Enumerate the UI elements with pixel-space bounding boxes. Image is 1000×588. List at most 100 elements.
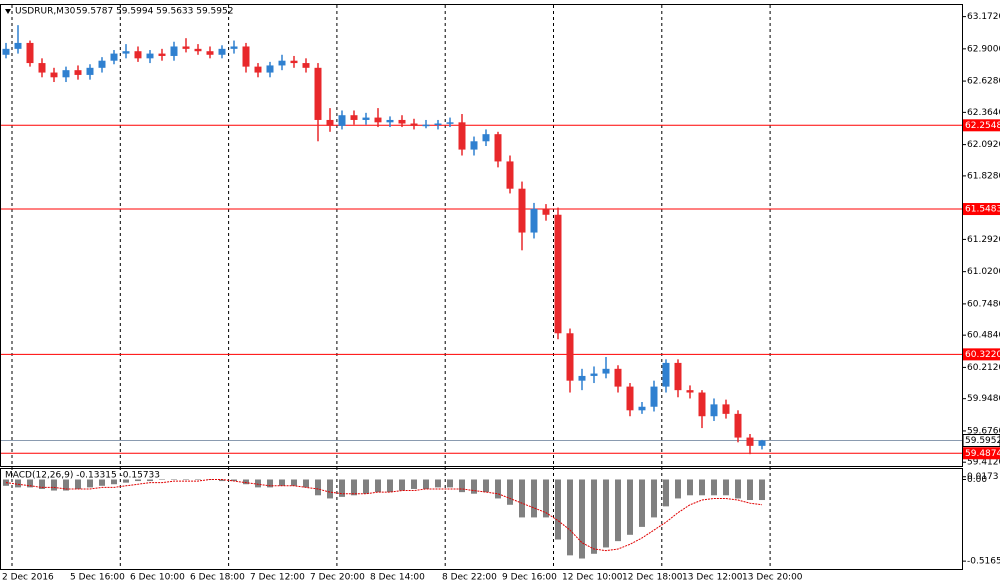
- y-tick-label: 59.4120: [967, 458, 1000, 468]
- macd-panel: [0, 468, 963, 570]
- candle-body: [182, 46, 190, 49]
- candle-body: [362, 117, 370, 120]
- candle-body: [38, 63, 46, 73]
- y-tick-label: 59.6760: [967, 426, 1000, 436]
- macd-bar: [423, 479, 429, 489]
- candle-body: [722, 404, 730, 414]
- candle-body: [98, 60, 106, 68]
- macd-bar: [291, 479, 297, 486]
- macd-bar: [387, 479, 393, 493]
- macd-bar: [567, 479, 573, 556]
- macd-bar: [687, 479, 693, 496]
- macd-bar: [735, 479, 741, 499]
- candle-body: [542, 208, 550, 215]
- x-tick-label: 8 Dec 14:00: [370, 573, 425, 583]
- x-tick-label: 7 Dec 12:00: [250, 573, 305, 583]
- candle-body: [50, 72, 58, 78]
- macd-bar: [279, 479, 285, 486]
- menu-arrow[interactable]: [5, 9, 11, 14]
- y-tick-label: 60.4840: [967, 331, 1000, 341]
- macd-bar: [15, 479, 21, 488]
- candle-body: [626, 386, 634, 411]
- y-tick-label: 0.00: [967, 475, 987, 485]
- candle-body: [578, 375, 586, 381]
- level-label: 60.3220: [965, 350, 1000, 360]
- candle-body: [338, 115, 346, 126]
- y-tick-label: 0.0173: [967, 472, 999, 482]
- macd-bar: [267, 479, 273, 488]
- x-tick-label: 6 Dec 18:00: [190, 573, 245, 583]
- x-tick-label: 2 Dec 2016: [2, 573, 54, 583]
- macd-bar: [699, 479, 705, 496]
- candle-body: [2, 48, 10, 55]
- macd-bar: [315, 479, 321, 496]
- x-tick-label: 5 Dec 16:00: [70, 573, 125, 583]
- x-tick-label: 6 Dec 10:00: [130, 573, 185, 583]
- macd-bar: [495, 479, 501, 499]
- candle-body: [14, 42, 22, 49]
- signal-line: [5, 478, 763, 552]
- macd-bar: [327, 479, 333, 499]
- candle-body: [314, 67, 322, 120]
- macd-bar: [459, 479, 465, 493]
- macd-bar: [39, 479, 45, 489]
- candle-body: [110, 53, 118, 61]
- candle-body: [590, 373, 598, 376]
- x-tick-label: 9 Dec 16:00: [502, 573, 557, 583]
- macd-bar: [339, 479, 345, 497]
- candle-body: [710, 404, 718, 417]
- macd-bar: [447, 479, 453, 488]
- macd-bar: [183, 479, 189, 480]
- level-label-box: [963, 447, 1000, 460]
- level-label-box: [963, 119, 1000, 132]
- macd-bar: [615, 479, 621, 542]
- candle-body: [422, 124, 430, 127]
- candle-body: [638, 406, 646, 411]
- y-tick-label: 62.9000: [967, 44, 1000, 54]
- level-label: 61.5483: [965, 205, 1000, 215]
- candle-body: [530, 208, 538, 233]
- candle-body: [398, 119, 406, 124]
- macd-bar: [675, 479, 681, 499]
- candle-body: [134, 51, 142, 59]
- macd-bar: [87, 479, 93, 488]
- macd-bar: [543, 479, 549, 518]
- macd-bar: [159, 479, 165, 480]
- candle-body: [62, 70, 70, 78]
- y-tick-label: 59.9480: [967, 394, 1000, 404]
- y-tick-label: 62.3640: [967, 108, 1000, 118]
- macd-bar: [435, 479, 441, 488]
- macd-bar: [351, 479, 357, 496]
- macd-bar: [483, 479, 489, 493]
- x-tick-label: 12 Dec 18:00: [622, 573, 683, 583]
- candle-body: [326, 119, 334, 126]
- candle-body: [302, 63, 310, 68]
- y-tick-label: 60.2120: [967, 363, 1000, 373]
- candle-body: [698, 392, 706, 417]
- x-tick-label: 7 Dec 20:00: [310, 573, 365, 583]
- y-tick-label: 62.6280: [967, 77, 1000, 87]
- candle-body: [554, 214, 562, 334]
- x-tick-label: 13 Dec 12:00: [682, 573, 743, 583]
- candle-body: [266, 65, 274, 73]
- candle-body: [746, 437, 754, 446]
- macd-bar: [723, 479, 729, 496]
- macd-bar: [399, 479, 405, 491]
- candle-body: [482, 134, 490, 142]
- candle-body: [386, 119, 394, 123]
- level-label-box: [963, 348, 1000, 361]
- macd-bar: [411, 479, 417, 489]
- candle-body: [254, 66, 262, 73]
- macd-bar: [219, 479, 225, 482]
- candle-body: [662, 362, 670, 387]
- y-tick-label: 61.0200: [967, 267, 1000, 277]
- macd-bar: [663, 479, 669, 507]
- candle-body: [350, 115, 358, 120]
- macd-bar: [471, 479, 477, 494]
- candle-body: [758, 440, 766, 446]
- main-panel: [0, 4, 963, 467]
- macd-bar: [123, 479, 129, 483]
- candle-body: [650, 386, 658, 407]
- candle-body: [74, 70, 82, 75]
- symbol-title: USDRUR,M30: [15, 7, 76, 17]
